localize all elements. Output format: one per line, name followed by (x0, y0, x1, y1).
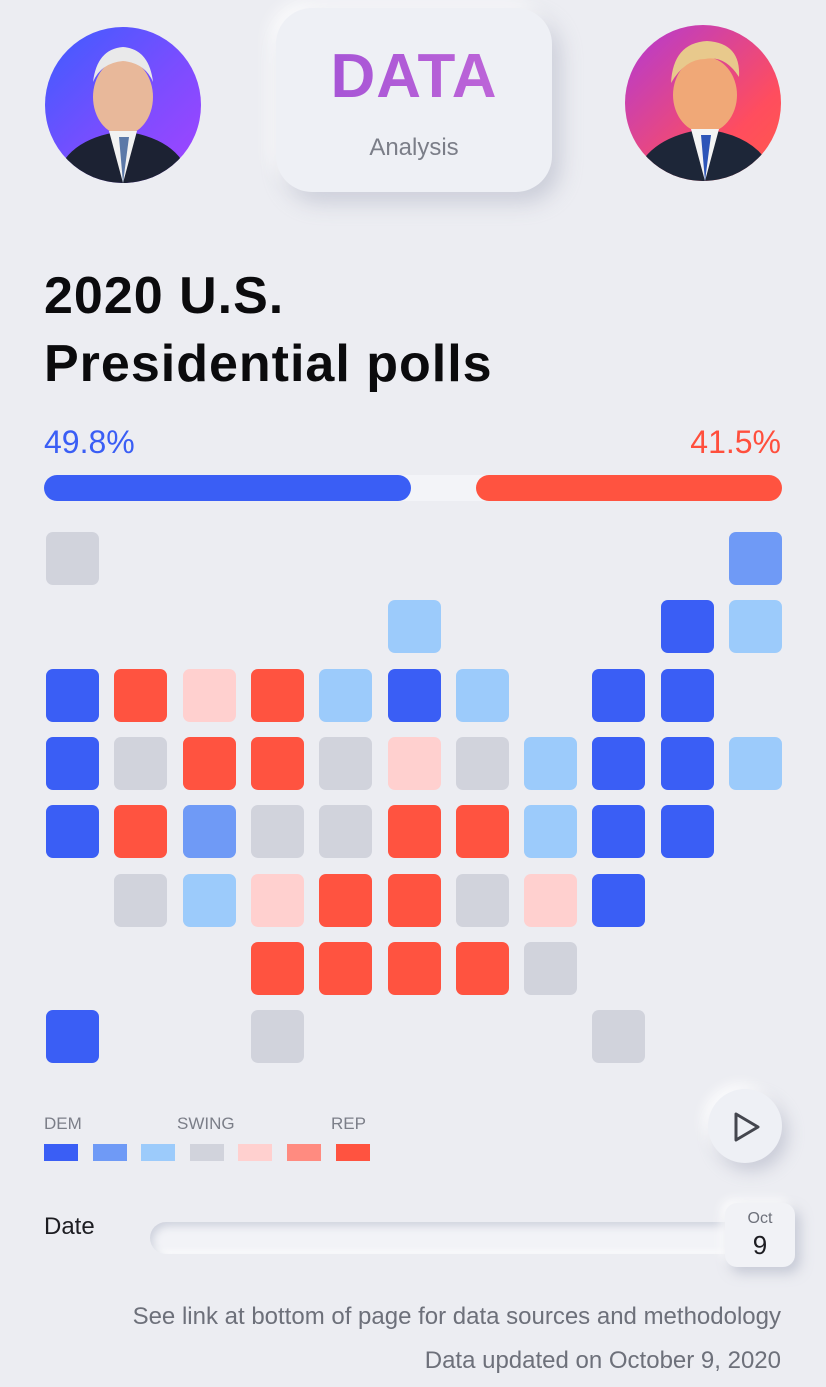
state-tile-map (46, 532, 782, 1064)
page-title-line-2: Presidential polls (44, 335, 493, 393)
state-tile[interactable] (319, 736, 373, 790)
date-slider-track[interactable] (150, 1222, 750, 1254)
legend-swing-label: SWING (177, 1114, 235, 1133)
legend-dem-label: DEM (44, 1114, 82, 1133)
legend-swatch-dem-strong (44, 1144, 78, 1161)
state-tile[interactable] (455, 873, 509, 927)
state-tile[interactable] (524, 941, 578, 995)
state-tile[interactable] (114, 668, 168, 722)
play-icon (734, 1112, 760, 1142)
state-tile[interactable] (592, 1010, 646, 1064)
state-tile[interactable] (182, 805, 236, 859)
state-tile[interactable] (660, 736, 714, 790)
state-tile[interactable] (182, 668, 236, 722)
legend-swatch-swing (189, 1144, 224, 1161)
state-tile[interactable] (319, 873, 373, 927)
candidate-portrait-icon (55, 47, 191, 183)
state-tile[interactable] (114, 805, 168, 859)
state-tile[interactable] (387, 941, 441, 995)
state-tile[interactable] (729, 736, 782, 790)
legend-rep-label: REP (331, 1114, 366, 1133)
state-tile[interactable] (182, 736, 236, 790)
updated-note: Data updated on October 9, 2020 (424, 1347, 781, 1374)
state-tile[interactable] (46, 668, 99, 722)
state-tile[interactable] (46, 805, 99, 859)
state-tile[interactable] (46, 736, 99, 790)
state-tile[interactable] (524, 736, 578, 790)
state-tile[interactable] (250, 805, 304, 859)
legend-swatch-rep-lean (287, 1144, 321, 1161)
legend-swatch-dem-tilt (141, 1144, 176, 1161)
sources-note: See link at bottom of page for data sour… (132, 1303, 781, 1330)
state-tile[interactable] (387, 873, 441, 927)
state-tile[interactable] (46, 1010, 99, 1064)
state-tile[interactable] (729, 532, 782, 585)
play-button[interactable] (708, 1089, 782, 1163)
state-tile[interactable] (387, 668, 441, 722)
page-title-line-1: 2020 U.S. (44, 267, 285, 325)
state-tile[interactable] (319, 805, 373, 859)
slider-day: 9 (752, 1230, 768, 1260)
state-tile[interactable] (455, 736, 509, 790)
state-tile[interactable] (250, 1010, 304, 1064)
state-tile[interactable] (455, 805, 509, 859)
state-tile[interactable] (114, 873, 168, 927)
state-tile[interactable] (387, 600, 441, 654)
page-title: 2020 U.S. Presidential polls (44, 262, 784, 398)
date-label: Date (44, 1213, 95, 1240)
left-candidate-avatar (45, 27, 201, 183)
state-tile[interactable] (455, 668, 509, 722)
state-tile[interactable] (592, 736, 646, 790)
state-tile[interactable] (250, 736, 304, 790)
state-tile[interactable] (592, 668, 646, 722)
state-tile[interactable] (387, 805, 441, 859)
data-analysis-logo: DATA Analysis (276, 8, 552, 192)
rep-poll-bar (476, 475, 782, 501)
state-tile[interactable] (592, 805, 646, 859)
logo-title: DATA (276, 46, 552, 108)
candidate-portrait-icon (633, 41, 775, 181)
state-tile[interactable] (660, 668, 714, 722)
state-tile[interactable] (524, 873, 578, 927)
legend-swatch-dem-lean (92, 1144, 127, 1161)
dem-percentage: 49.8% (44, 424, 135, 460)
state-tile[interactable] (319, 668, 373, 722)
state-tile[interactable] (387, 736, 441, 790)
legend-swatch-rep-strong (335, 1144, 370, 1161)
state-tile[interactable] (319, 941, 373, 995)
rep-percentage: 41.5% (690, 424, 781, 460)
state-tile[interactable] (455, 941, 509, 995)
dem-poll-bar (44, 475, 411, 501)
state-tile[interactable] (250, 873, 304, 927)
state-tile[interactable] (182, 873, 236, 927)
state-tile[interactable] (592, 873, 646, 927)
state-tile[interactable] (46, 532, 99, 585)
state-tile[interactable] (660, 600, 714, 654)
logo-subtitle: Analysis (369, 134, 459, 161)
state-tile[interactable] (729, 600, 782, 654)
legend-swatch-rep-tilt (238, 1144, 273, 1161)
right-candidate-avatar (625, 25, 781, 181)
date-slider-thumb[interactable]: Oct 9 (725, 1203, 795, 1267)
state-tile[interactable] (250, 941, 304, 995)
state-tile[interactable] (250, 668, 304, 722)
state-tile[interactable] (524, 805, 578, 859)
state-tile[interactable] (114, 736, 168, 790)
state-tile[interactable] (660, 805, 714, 859)
slider-month: Oct (747, 1210, 773, 1227)
